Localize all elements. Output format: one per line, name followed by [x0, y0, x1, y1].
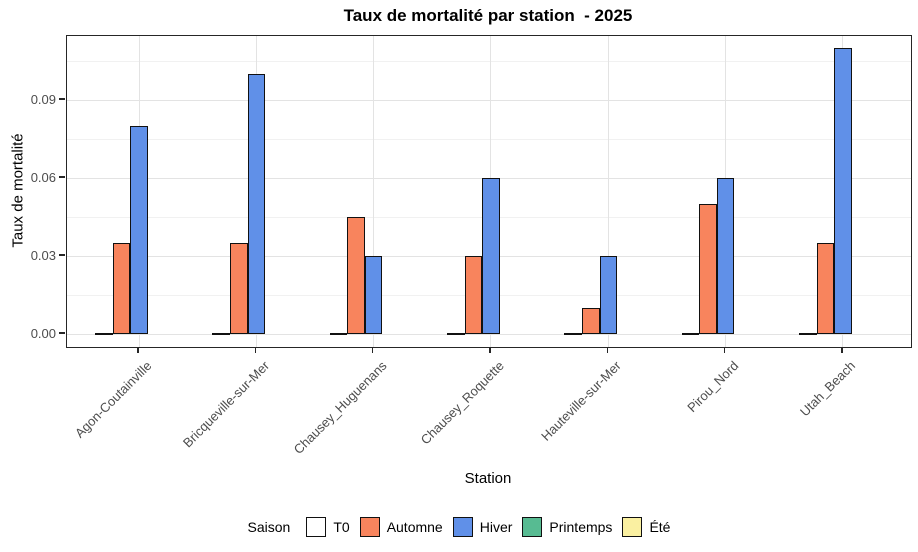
- bar-automne: [347, 217, 365, 334]
- bar-hiver: [482, 178, 500, 334]
- y-tick-label: 0.03: [30, 247, 56, 263]
- bar-t0-zero: [798, 332, 817, 335]
- bar-automne: [464, 256, 483, 334]
- legend-item-printemps: Printemps: [522, 517, 612, 537]
- legend-label: Été: [649, 519, 671, 535]
- legend-swatch-automne: [359, 517, 380, 537]
- legend-label: Printemps: [549, 519, 613, 535]
- x-tick-label: Utah_Beach: [797, 358, 859, 420]
- legend-item-hiver: Hiver: [452, 517, 513, 537]
- x-tick: [606, 348, 609, 353]
- bar-automne: [112, 243, 131, 334]
- bar-hiver: [834, 48, 852, 334]
- x-tick-label: Bricqueville-sur-Mer: [179, 358, 272, 451]
- legend-label: Automne: [386, 519, 443, 535]
- gridline-vertical: [373, 36, 375, 347]
- plot-panel: [66, 35, 912, 348]
- legend-item-t0: T0: [306, 517, 350, 537]
- legend-label: Hiver: [479, 519, 513, 535]
- legend-swatch-printemps: [522, 517, 543, 537]
- x-tick: [841, 348, 843, 353]
- bar-t0-zero: [564, 332, 582, 335]
- bar-hiver: [364, 256, 383, 334]
- legend: Saison T0 Automne Hiver Printemps Été: [0, 510, 918, 544]
- gridline-major: [67, 334, 911, 335]
- x-tick-label: Chausey_Roquette: [417, 358, 507, 448]
- x-tick-label: Hauteville-sur-Mer: [538, 358, 624, 444]
- bar-hiver: [599, 256, 618, 334]
- x-tick: [371, 348, 374, 353]
- bar-automne: [816, 243, 835, 334]
- bar-automne: [229, 243, 248, 334]
- chart-title: Taux de mortalité par station - 2025: [343, 6, 633, 25]
- y-tick: [59, 332, 65, 334]
- y-tick: [59, 254, 65, 256]
- bar-hiver: [716, 178, 735, 334]
- legend-item-automne: Automne: [359, 517, 443, 537]
- y-axis-title: Taux de mortalité: [9, 133, 27, 248]
- legend-title: Saison: [247, 519, 291, 535]
- bar-automne: [581, 308, 600, 334]
- x-tick-label: Chausey_Huguenans: [290, 358, 390, 458]
- x-tick: [723, 348, 726, 353]
- y-tick-label: 0.09: [30, 91, 56, 107]
- y-tick: [59, 176, 65, 178]
- legend-swatch-t0: [306, 517, 327, 537]
- y-tick-label: 0.06: [30, 169, 56, 185]
- bar-t0-zero: [329, 332, 348, 335]
- gridline-major: [67, 100, 911, 101]
- bar-t0-zero: [212, 332, 230, 335]
- gridline-minor: [67, 61, 911, 62]
- bar-automne: [699, 204, 717, 334]
- x-tick: [489, 348, 491, 353]
- x-axis-title: Station: [464, 470, 512, 487]
- bar-hiver: [247, 74, 266, 334]
- gridline-vertical: [607, 36, 609, 347]
- x-tick: [254, 348, 257, 353]
- y-tick: [59, 98, 65, 100]
- legend-swatch-été: [622, 517, 643, 537]
- x-tick-label: Agon-Coutainville: [71, 358, 155, 441]
- x-tick: [137, 348, 139, 353]
- bar-t0-zero: [681, 332, 700, 335]
- bar-t0-zero: [446, 332, 465, 335]
- bar-hiver: [130, 126, 148, 334]
- x-tick-label: Pirou_Nord: [684, 358, 742, 416]
- bar-t0-zero: [95, 332, 113, 335]
- legend-swatch-hiver: [452, 517, 473, 537]
- gridline-minor: [67, 139, 911, 140]
- legend-item-été: Été: [622, 517, 670, 537]
- y-tick-label: 0.00: [30, 325, 56, 341]
- legend-label: T0: [333, 519, 350, 535]
